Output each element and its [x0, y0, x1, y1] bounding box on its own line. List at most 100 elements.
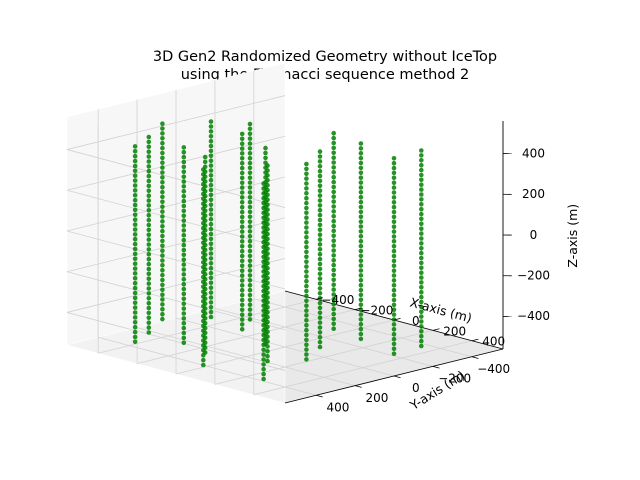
- dom-point: [263, 263, 268, 268]
- dom-point: [317, 330, 323, 335]
- dom-point: [132, 271, 138, 276]
- dom-point: [358, 170, 364, 176]
- dom-point: [146, 208, 152, 213]
- dom-point: [304, 210, 309, 216]
- dom-point: [181, 291, 187, 297]
- y-tick-label: −200: [438, 372, 471, 386]
- dom-point: [247, 278, 253, 283]
- dom-point: [146, 222, 152, 228]
- dom-point: [263, 331, 268, 337]
- dom-point: [331, 301, 337, 307]
- dom-point: [331, 311, 337, 317]
- dom-point: [317, 193, 323, 198]
- dom-point: [391, 268, 397, 274]
- dom-point: [181, 208, 187, 214]
- dom-point: [247, 258, 253, 264]
- dom-point: [317, 212, 323, 218]
- dom-point: [331, 233, 337, 239]
- dom-point: [317, 217, 323, 223]
- dom-point: [202, 311, 208, 316]
- dom-point: [263, 209, 268, 214]
- dom-point: [160, 121, 165, 126]
- dom-point: [181, 233, 187, 238]
- dom-point: [239, 317, 245, 322]
- dom-point: [391, 312, 397, 317]
- dom-point: [419, 246, 424, 251]
- dom-point: [391, 283, 397, 288]
- dom-point: [358, 175, 364, 180]
- dom-point: [391, 336, 397, 342]
- dom-point: [263, 160, 268, 166]
- dom-point: [146, 305, 152, 311]
- string-15: [358, 141, 364, 342]
- dom-point: [391, 258, 397, 264]
- dom-point: [304, 200, 309, 206]
- dom-point: [331, 160, 337, 165]
- x-tick-label: 200: [443, 324, 466, 338]
- dom-point: [331, 287, 337, 292]
- dom-point: [247, 199, 253, 205]
- dom-point: [419, 221, 424, 227]
- dom-point: [239, 244, 245, 249]
- grid-z-back: [66, 312, 286, 371]
- dom-point: [208, 251, 214, 256]
- dom-point: [132, 197, 138, 203]
- dom-point: [419, 192, 424, 197]
- dom-point: [358, 312, 364, 317]
- dom-point: [263, 341, 268, 346]
- dom-point: [304, 249, 309, 255]
- dom-point: [317, 173, 323, 179]
- dom-point: [146, 296, 152, 301]
- dom-point: [304, 288, 309, 294]
- dom-point: [239, 156, 245, 161]
- x-tick-mark: [354, 307, 362, 311]
- dom-point: [181, 306, 187, 311]
- dom-point: [304, 298, 309, 304]
- y-tick-mark: [432, 365, 440, 369]
- dom-point: [391, 351, 397, 357]
- dom-point: [331, 214, 337, 219]
- dom-point: [132, 227, 138, 232]
- dom-point: [304, 220, 309, 225]
- dom-point: [419, 289, 424, 295]
- dom-point: [208, 158, 214, 163]
- dom-point: [247, 214, 253, 220]
- dom-point: [304, 322, 309, 328]
- dom-point: [263, 258, 268, 263]
- dom-point: [202, 184, 208, 189]
- dom-point: [239, 273, 245, 278]
- dom-point: [263, 302, 268, 307]
- dom-point: [247, 204, 253, 210]
- dom-point: [239, 287, 245, 293]
- dom-point: [239, 263, 245, 269]
- dom-point: [202, 267, 208, 272]
- dom-point: [263, 253, 268, 258]
- dom-point: [247, 307, 253, 312]
- dom-point: [208, 138, 214, 144]
- dom-point: [146, 188, 152, 194]
- dom-point: [419, 216, 424, 222]
- dom-point: [132, 202, 138, 208]
- dom-point: [391, 209, 397, 215]
- dom-point: [202, 213, 208, 218]
- dom-point: [331, 326, 337, 332]
- dom-point: [239, 170, 245, 176]
- dom-point: [202, 335, 208, 341]
- dom-point: [263, 268, 268, 273]
- dom-point: [146, 159, 152, 164]
- dom-point: [391, 204, 397, 210]
- dom-point: [132, 251, 138, 257]
- dom-point: [331, 243, 337, 248]
- dom-point: [181, 203, 187, 209]
- dom-point: [239, 302, 245, 308]
- dom-point: [132, 232, 138, 237]
- dom-point: [132, 188, 138, 193]
- dom-point: [247, 287, 253, 293]
- axis-panes: [66, 62, 504, 404]
- dom-point: [208, 290, 214, 295]
- dom-point: [263, 248, 268, 253]
- dom-point: [317, 281, 323, 286]
- dom-point: [146, 315, 152, 321]
- dom-point: [181, 184, 187, 189]
- dom-point: [132, 266, 138, 271]
